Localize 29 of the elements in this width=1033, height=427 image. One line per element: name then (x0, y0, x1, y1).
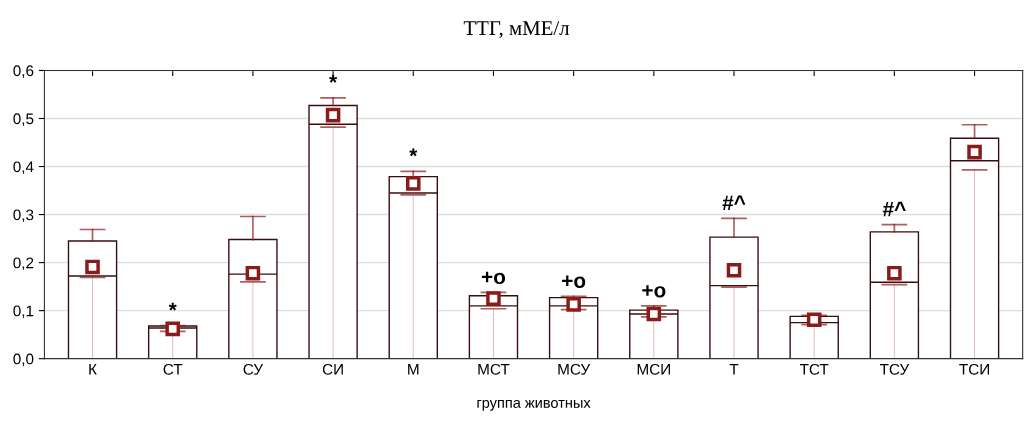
annotation: * (409, 148, 418, 157)
x-tick-label: СУ (243, 363, 264, 375)
y-tick-label: 0,3 (13, 209, 34, 223)
x-tick-label: СТ (163, 363, 183, 375)
y-tick-label: 0,0 (13, 353, 34, 367)
annotation: #^ (722, 195, 746, 210)
x-tick-label: ТСИ (959, 363, 989, 375)
y-tick-label: 0,6 (13, 65, 34, 78)
x-tick-label: СИ (322, 363, 343, 375)
x-tick-label: ТСУ (879, 363, 910, 375)
y-tick-label: 0,2 (13, 257, 34, 271)
annotation: +o (562, 275, 586, 288)
x-tick-label: М (408, 364, 419, 375)
x-tick-label: МСТ (478, 363, 510, 375)
x-tick-label: ТСТ (799, 363, 829, 375)
x-tick-label: К (89, 364, 97, 375)
y-tick-label: 0,1 (13, 305, 34, 319)
x-tick-label: МСИ (637, 363, 670, 375)
x-tick-label: Т (729, 364, 739, 375)
x-axis-title: группа животных (477, 399, 591, 411)
annotation: +o (642, 285, 666, 298)
chart-title: ТТГ, мМЕ/л (463, 21, 570, 39)
annotation: #^ (882, 201, 906, 217)
x-tick-label: МСУ (558, 363, 591, 375)
annotation: * (168, 302, 177, 311)
annotation: +o (481, 271, 506, 285)
y-tick-label: 0,4 (13, 161, 34, 175)
annotation: * (329, 75, 338, 83)
y-tick-label: 0,5 (13, 113, 34, 126)
